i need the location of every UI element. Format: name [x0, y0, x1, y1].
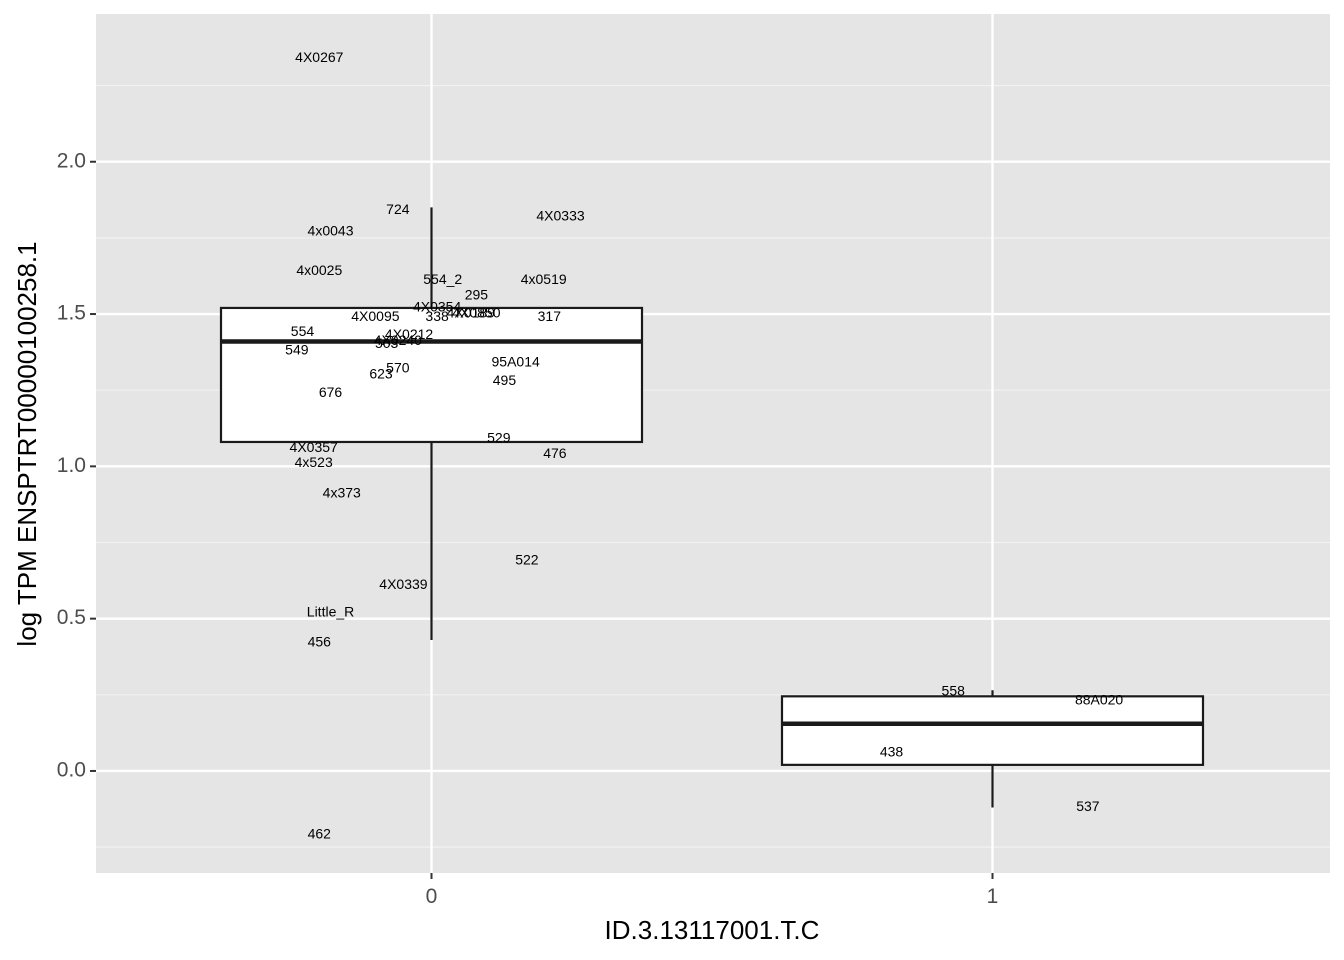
point-label: 623 [369, 366, 393, 382]
point-label: 503 [375, 335, 399, 351]
iqr-box [780, 695, 1205, 766]
point-label: 676 [319, 384, 343, 400]
point-label: 462 [308, 826, 332, 842]
point-label: 4x0043 [308, 222, 354, 238]
point-label: Little_R [307, 603, 354, 619]
point-label: 570 [386, 360, 410, 376]
point-label: 338 [425, 308, 449, 324]
point-label: 4X0333 [536, 207, 584, 223]
y-tick-label: 0.0 [57, 759, 86, 782]
point-label: 554 [291, 323, 315, 339]
point-label: 317 [538, 308, 562, 324]
point-label: 724 [386, 201, 410, 217]
point-label: 88A020 [1075, 692, 1123, 708]
axes-layer: 0.0 0.5 1.0 1.5 2.0 0 1 [57, 149, 999, 908]
x-axis-title: ID.3.13117001.T.C [605, 915, 820, 945]
point-label: 529 [487, 430, 511, 446]
point-label: 4X0212 [385, 326, 433, 342]
point-label: 554_2 [423, 271, 462, 287]
point-label: 4X0240 [374, 332, 422, 348]
point-label: 549 [285, 341, 309, 357]
point-label: 4x0025 [296, 262, 342, 278]
point-label: 4x523 [295, 454, 333, 470]
point-label: 4X0189 [447, 305, 495, 321]
x-tick-label: 1 [987, 885, 999, 908]
point-label: 522 [515, 551, 539, 567]
point-label: 438 [880, 743, 904, 759]
point-label: 4X0850 [452, 305, 500, 321]
y-tick-label: 1.5 [57, 302, 86, 325]
point-label: 4X0339 [379, 576, 427, 592]
point-label: 558 [942, 682, 966, 698]
point-label: 4X0354 [413, 299, 461, 315]
boxplot-group-1 [780, 690, 1205, 808]
point-label: 456 [308, 634, 332, 650]
y-axis-title: log TPM ENSPTRT00000100258.1 [12, 241, 42, 646]
y-tick-label: 0.5 [57, 606, 86, 629]
point-label-layer: 4X0267 724 4X0333 4x0043 4x0025 554_2 4x0519 29… [285, 49, 1123, 842]
y-tick-label: 1.0 [57, 454, 86, 477]
point-label: 4X0357 [290, 439, 338, 455]
point-label: 4X0095 [351, 308, 399, 324]
point-label: 537 [1076, 798, 1100, 814]
point-label: 4x373 [323, 484, 361, 500]
y-tick-label: 2.0 [57, 149, 86, 172]
point-label: 495 [493, 372, 517, 388]
box-layer [219, 207, 1205, 808]
x-tick-label: 0 [426, 885, 438, 908]
point-label: 4X0267 [295, 49, 343, 65]
point-label: 4x0519 [521, 271, 567, 287]
boxplot-group-0 [219, 207, 644, 640]
iqr-box [219, 306, 644, 444]
point-label: 95A014 [492, 353, 540, 369]
point-label: 476 [543, 445, 567, 461]
point-label: 295 [465, 286, 489, 302]
